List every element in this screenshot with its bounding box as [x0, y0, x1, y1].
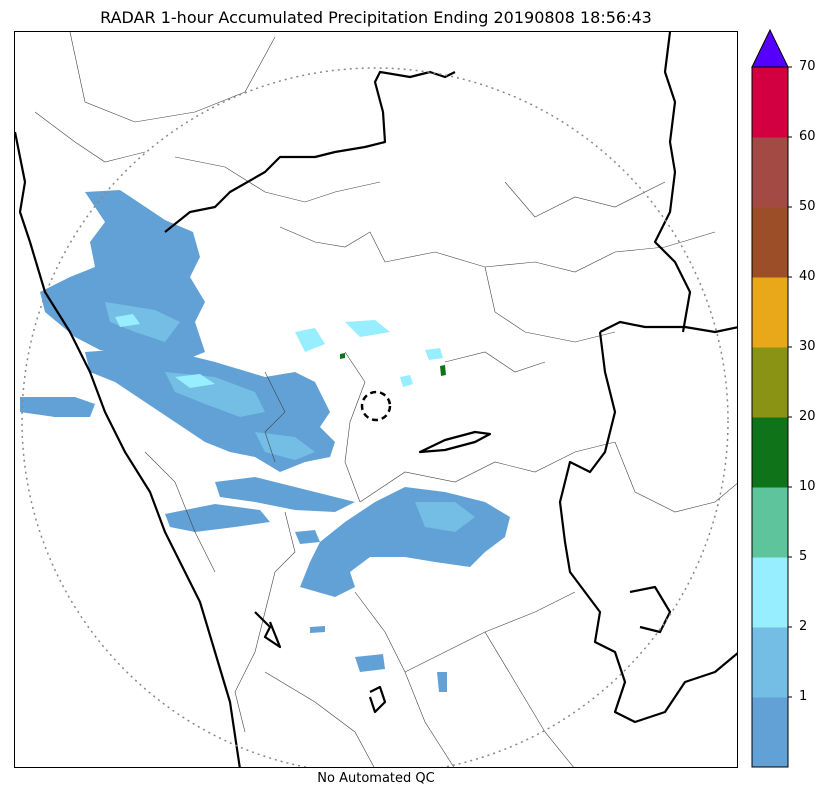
state-border [599, 320, 737, 334]
state-border [164, 70, 456, 233]
echo-small-4 [310, 626, 325, 633]
state-border [254, 611, 282, 649]
colorbar-tick-label: 40 [799, 269, 816, 284]
colorbar: 1 2 5 10 20 30 40 50 60 70 [751, 28, 816, 770]
colorbar-tick-label: 30 [799, 339, 816, 354]
chart-title: RADAR 1-hour Accumulated Precipitation E… [100, 8, 652, 27]
colorbar-bin [752, 557, 788, 628]
district-border [174, 156, 381, 203]
district-border [69, 32, 276, 123]
state-border [629, 585, 672, 634]
colorbar-tick-label: 60 [799, 129, 816, 144]
colorbar-svg [751, 28, 792, 768]
echo-medium-1 [105, 302, 180, 342]
state-border [558, 331, 737, 724]
echo-green-1 [440, 365, 446, 376]
district-borders [34, 32, 737, 767]
district-border [234, 511, 296, 733]
district-border [484, 266, 616, 343]
district-border [279, 226, 386, 263]
state-border [368, 685, 387, 714]
colorbar-tick-label: 2 [799, 619, 808, 634]
state-border [418, 430, 492, 454]
district-border [614, 441, 737, 513]
colorbar-tick-label: 70 [799, 59, 816, 74]
district-border [344, 351, 366, 503]
colorbar-bin [752, 487, 788, 558]
echo-southwest [165, 504, 270, 532]
colorbar-bin [752, 417, 788, 488]
colorbar-tick-label: 5 [799, 549, 808, 564]
colorbar-bin [752, 627, 788, 698]
echo-high-4 [345, 320, 390, 337]
district-border [484, 631, 574, 767]
colorbar-extend-triangle [751, 28, 789, 68]
district-border [404, 671, 455, 767]
district-border [264, 371, 286, 463]
colorbar-bin [752, 697, 788, 768]
precip-echoes-green [340, 353, 446, 376]
echo-high-3 [295, 328, 325, 352]
colorbar-bin [752, 347, 788, 418]
echo-high-2 [175, 374, 215, 388]
district-border [144, 451, 216, 573]
district-border [504, 181, 666, 218]
qc-note: No Automated QC [317, 771, 435, 786]
echo-northwest [40, 190, 205, 362]
district-border [444, 351, 546, 373]
echo-green-2 [340, 353, 345, 359]
echo-central-band [215, 477, 355, 512]
range-ring [21, 67, 729, 767]
echo-small-2 [355, 654, 385, 672]
colorbar-tick-label: 50 [799, 199, 816, 214]
echo-small-1 [295, 530, 320, 544]
district-border [384, 231, 716, 273]
state-border [653, 32, 692, 333]
echo-high-1 [115, 314, 140, 327]
colorbar-bin [752, 67, 788, 138]
radar-map-svg [15, 32, 737, 767]
echo-coast-strip [20, 397, 95, 417]
district-border [264, 671, 375, 767]
colorbar-tick-label: 10 [799, 479, 816, 494]
colorbar-tick-label: 1 [799, 689, 808, 704]
precip-echoes-high [115, 314, 443, 388]
colorbar-tick-label: 20 [799, 409, 816, 424]
echo-high-5 [400, 375, 413, 387]
colorbar-bin [752, 207, 788, 278]
district-border [354, 591, 576, 673]
echo-small-3 [437, 672, 447, 692]
state-borders [15, 32, 737, 767]
district-border [34, 111, 146, 163]
echo-medium-3 [255, 432, 315, 460]
radar-map [14, 31, 738, 768]
colorbar-bin [752, 137, 788, 208]
colorbar-bin [752, 277, 788, 348]
echo-high-6 [425, 348, 443, 360]
radar-site-marker [360, 390, 392, 422]
echo-medium-4 [415, 502, 475, 532]
district-border [359, 441, 616, 503]
coastline [15, 131, 241, 767]
